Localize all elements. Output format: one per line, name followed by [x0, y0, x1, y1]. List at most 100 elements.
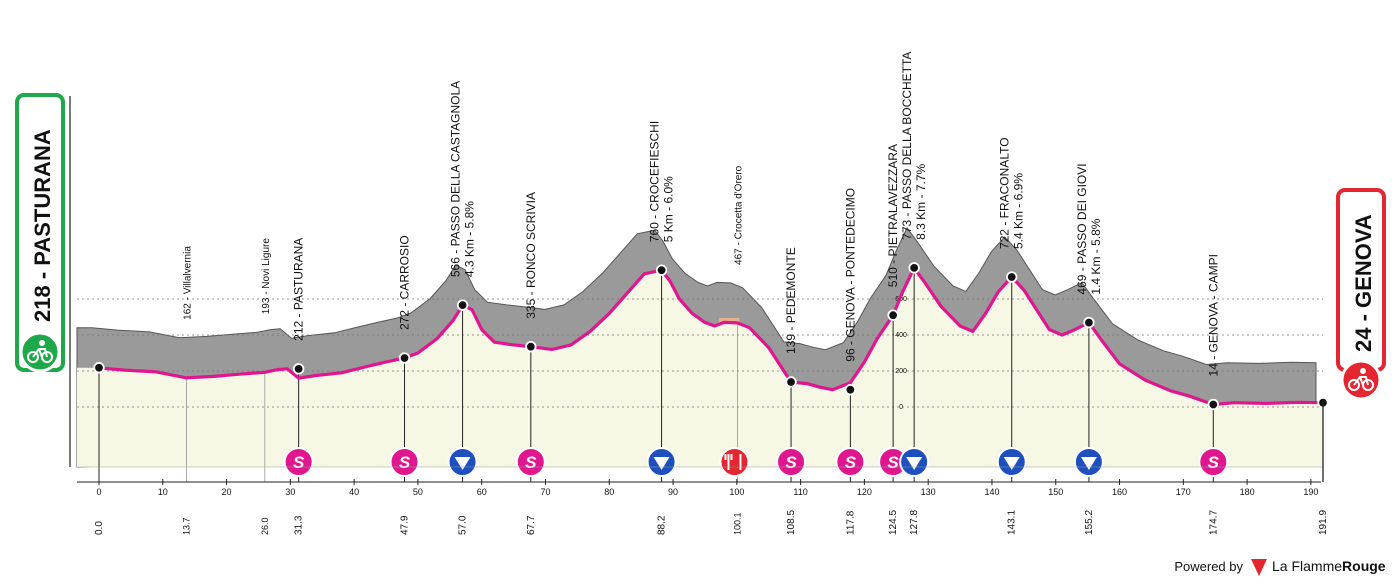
brand-label: La FlammeRouge: [1272, 558, 1386, 574]
km-point-label: 47.9: [400, 515, 411, 535]
km-tick-label: 90: [668, 487, 678, 497]
sprint-icon: [389, 447, 420, 477]
point-name-label: 162 - Villalvernia: [182, 246, 193, 320]
km-point-label: 155.2: [1084, 510, 1095, 535]
point-dot: [456, 299, 469, 311]
point-name-label: 566 - PASSO DELLA CASTAGNOLA: [449, 81, 463, 277]
km-point-label: 127.8: [909, 510, 920, 535]
bike-icon: [27, 340, 53, 363]
altitude-tick-label: 400: [895, 332, 907, 339]
sprint-icon: [835, 447, 866, 477]
point-name-label: 14 - GENOVA - CAMPI: [1206, 254, 1220, 376]
sprint-icon-letter: S: [399, 453, 411, 472]
point-labels: 162 - Villalvernia 193 - Novi Ligure 212 -…: [182, 52, 1220, 377]
km-point-label: 117.8: [845, 510, 856, 535]
sprint-icon-letter: S: [293, 453, 305, 472]
point-name-label: 335 - RONCO SCRIVIA: [524, 192, 538, 319]
sprint-icon-letter: S: [785, 453, 797, 472]
point-name-label: 193 - Novi Ligure: [261, 238, 272, 315]
profile-pink-line: [98, 266, 1324, 407]
km-tick-label: 50: [413, 487, 423, 497]
km-tick-label: 30: [285, 487, 295, 497]
sprint-icon: [1198, 447, 1229, 477]
km-point-label: 67.7: [526, 515, 537, 535]
point-dot: [785, 376, 797, 388]
km-point-label: 108.5: [786, 510, 797, 535]
gpm-triangle-icon: [1080, 457, 1097, 470]
km-tick-label: 40: [349, 487, 359, 497]
point-name-label: 272 - CARROSIO: [398, 235, 412, 330]
point-name-label: 96 - GENOVA - PONTEDECIMO: [843, 188, 857, 362]
point-name-label: 760 - CROCEFIESCHI: [648, 121, 662, 242]
sprint-icon-letter: S: [845, 453, 857, 472]
km-tick-label: 140: [984, 487, 999, 497]
finish-label: 24 - GENOVA: [1351, 214, 1376, 352]
km-point-label: 143.1: [1007, 510, 1018, 535]
km-point-label: 88.2: [657, 515, 668, 535]
gpm-triangle-icon: [906, 457, 923, 470]
finish-bike-icon: [1348, 368, 1374, 391]
profile-line: [98, 266, 1324, 407]
km-tick-label: 80: [604, 487, 614, 497]
sprint-icon: [515, 447, 546, 477]
feed-zone-icon: [719, 447, 750, 477]
gpm-triangle-icon: [653, 457, 670, 470]
point-dot: [525, 341, 537, 353]
finish-badge: 24 - GENOVA: [1336, 188, 1386, 401]
climb-detail-label: 1.4 Km - 5.8%: [1089, 218, 1103, 294]
flamme-rouge-logo-icon: [1251, 559, 1267, 576]
point-name-label: 773 - PASSO DELLA BOCCHETTA: [900, 52, 914, 240]
km-tick-label: 120: [857, 487, 872, 497]
km-point-label: 191.9: [1318, 510, 1329, 535]
km-point-labels: 0.0 13.7 26.0 31.3 47.9 57.0 67.7 88.2 100.1 108.…: [94, 510, 1329, 535]
km-tick-label: 10: [158, 487, 168, 497]
km-point-label: 124.5: [888, 510, 899, 535]
point-name-label: 510 - PIETRALAVEZZARA: [886, 144, 900, 287]
km-tick-label: 150: [1048, 487, 1063, 497]
sprint-icon: [776, 447, 807, 477]
km-tick-label: 170: [1176, 487, 1191, 497]
climb-detail-label: 8.3 Km - 7.7%: [914, 163, 928, 239]
point-dot: [93, 362, 105, 374]
point-name-label: 469 - PASSO DEI GIOVI: [1075, 163, 1089, 294]
point-dot: [398, 352, 411, 364]
km-point-label: 174.7: [1208, 510, 1219, 535]
km-point-label: 26.0: [260, 517, 270, 535]
point-dot: [1083, 316, 1095, 329]
gpm-triangle-icon: [1003, 457, 1020, 470]
sprint-icon-letter: S: [887, 453, 899, 472]
point-dot: [908, 262, 920, 274]
km-tick-label: 60: [477, 487, 487, 497]
km-tick-label: 110: [793, 487, 807, 497]
point-dot: [1006, 271, 1018, 283]
climb-detail-label: 5 Km - 6.0%: [662, 176, 676, 242]
sprint-icon: [283, 447, 314, 477]
point-dot: [844, 384, 857, 396]
km-point-label: 31.3: [294, 515, 305, 535]
powered-by-label: Powered by: [1174, 559, 1243, 574]
km-tick-label: 180: [1240, 487, 1255, 497]
km-point-label: 0.0: [94, 521, 105, 535]
altitude-tick-label: 200: [895, 368, 907, 375]
km-tick-label: 190: [1303, 487, 1318, 497]
point-dot: [887, 309, 899, 321]
km-point-label: 13.7: [181, 517, 191, 535]
point-dot: [655, 264, 668, 276]
start-badge: 218 - PASTURANA: [15, 93, 65, 373]
km-tick-label: 70: [540, 487, 550, 497]
km-tick-label: 20: [222, 487, 232, 497]
point-name-label: 139 - PEDEMONTE: [784, 247, 798, 354]
point-markers: [93, 262, 1329, 411]
sprint-icon-letter: S: [1208, 453, 1220, 472]
km-axis: 0 10 20 30 40 50 60 70 80 90 100 110 120 130 140 150 160…: [77, 400, 1324, 497]
gpm-triangle-icon: [454, 457, 471, 470]
point-name-label: 212 - PASTURANA: [292, 238, 306, 341]
point-name-label: 722 - FRACONALTO: [998, 137, 1012, 249]
km-point-label: 57.0: [458, 515, 469, 535]
powered-by-footer: Powered by La FlammeRouge: [1174, 558, 1386, 576]
altitude-tick-label: 0: [899, 404, 903, 411]
sprint-icon-letter: S: [525, 453, 537, 472]
km-tick-label: 100: [729, 487, 744, 497]
